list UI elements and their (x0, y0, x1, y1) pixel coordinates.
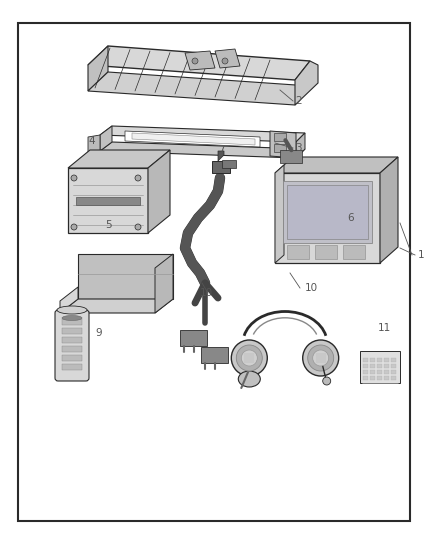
Polygon shape (185, 51, 215, 70)
Polygon shape (180, 330, 207, 346)
Ellipse shape (57, 306, 87, 314)
Text: 4: 4 (88, 136, 95, 146)
Circle shape (236, 345, 262, 371)
Text: 2: 2 (295, 96, 302, 106)
Polygon shape (218, 151, 224, 161)
Polygon shape (68, 150, 170, 168)
Polygon shape (88, 135, 100, 153)
Bar (391, 370, 396, 374)
Circle shape (192, 58, 198, 64)
Bar (391, 376, 396, 380)
Bar (377, 370, 382, 374)
Bar (287, 245, 309, 259)
Text: 3: 3 (295, 143, 302, 153)
Circle shape (71, 224, 77, 230)
Bar (363, 376, 368, 380)
Bar (360, 351, 400, 383)
Bar (363, 358, 368, 362)
Polygon shape (68, 168, 148, 233)
Circle shape (71, 175, 77, 181)
Bar (377, 376, 382, 380)
Polygon shape (155, 254, 173, 313)
Polygon shape (100, 126, 305, 142)
FancyBboxPatch shape (55, 310, 89, 381)
Bar (76, 197, 140, 205)
Polygon shape (222, 160, 236, 168)
Polygon shape (125, 131, 260, 147)
Text: 1: 1 (418, 250, 424, 260)
Circle shape (231, 340, 267, 376)
Bar (315, 245, 337, 259)
Circle shape (308, 345, 334, 371)
Polygon shape (296, 133, 305, 158)
Bar (62, 319, 82, 325)
Bar (274, 144, 286, 152)
Bar (62, 337, 82, 343)
Bar (18, 23, 410, 521)
Circle shape (313, 350, 328, 366)
Bar (377, 358, 382, 362)
Circle shape (323, 377, 331, 385)
Polygon shape (275, 173, 380, 263)
Bar (384, 370, 389, 374)
Bar (62, 364, 82, 370)
Circle shape (222, 58, 228, 64)
Ellipse shape (62, 316, 82, 320)
Text: 5: 5 (105, 220, 112, 230)
Text: 7: 7 (218, 145, 225, 155)
Polygon shape (148, 150, 170, 233)
Text: 11: 11 (378, 323, 391, 333)
Polygon shape (212, 161, 230, 173)
Polygon shape (287, 185, 368, 239)
Bar (274, 133, 286, 141)
Ellipse shape (238, 371, 260, 387)
Text: 8: 8 (183, 230, 190, 240)
Bar (391, 358, 396, 362)
Text: 10: 10 (200, 288, 213, 298)
Bar (370, 376, 375, 380)
Text: 10: 10 (305, 283, 318, 293)
Bar (343, 245, 365, 259)
Circle shape (135, 175, 141, 181)
Bar (391, 364, 396, 368)
Bar (384, 358, 389, 362)
Polygon shape (88, 72, 310, 105)
Bar (370, 364, 375, 368)
Polygon shape (100, 126, 112, 151)
Bar (363, 370, 368, 374)
Polygon shape (295, 61, 318, 105)
Polygon shape (201, 347, 228, 363)
Bar (370, 370, 375, 374)
Bar (384, 364, 389, 368)
Circle shape (135, 224, 141, 230)
Polygon shape (78, 254, 173, 299)
Bar (62, 355, 82, 361)
Polygon shape (380, 157, 398, 263)
Bar (62, 328, 82, 334)
Circle shape (241, 350, 257, 366)
Polygon shape (280, 150, 302, 163)
Bar (363, 364, 368, 368)
Text: 6: 6 (347, 213, 353, 223)
Polygon shape (132, 133, 255, 145)
Polygon shape (60, 299, 173, 313)
Polygon shape (270, 131, 296, 158)
Text: 9: 9 (95, 328, 102, 338)
Polygon shape (88, 46, 108, 91)
Bar (377, 364, 382, 368)
Polygon shape (215, 49, 240, 68)
Polygon shape (275, 157, 398, 173)
Bar (370, 358, 375, 362)
Circle shape (303, 340, 339, 376)
Bar (62, 346, 82, 352)
Bar (384, 376, 389, 380)
Polygon shape (88, 46, 310, 80)
Polygon shape (283, 181, 372, 243)
Polygon shape (275, 165, 284, 263)
Polygon shape (60, 287, 78, 313)
Polygon shape (100, 142, 305, 158)
